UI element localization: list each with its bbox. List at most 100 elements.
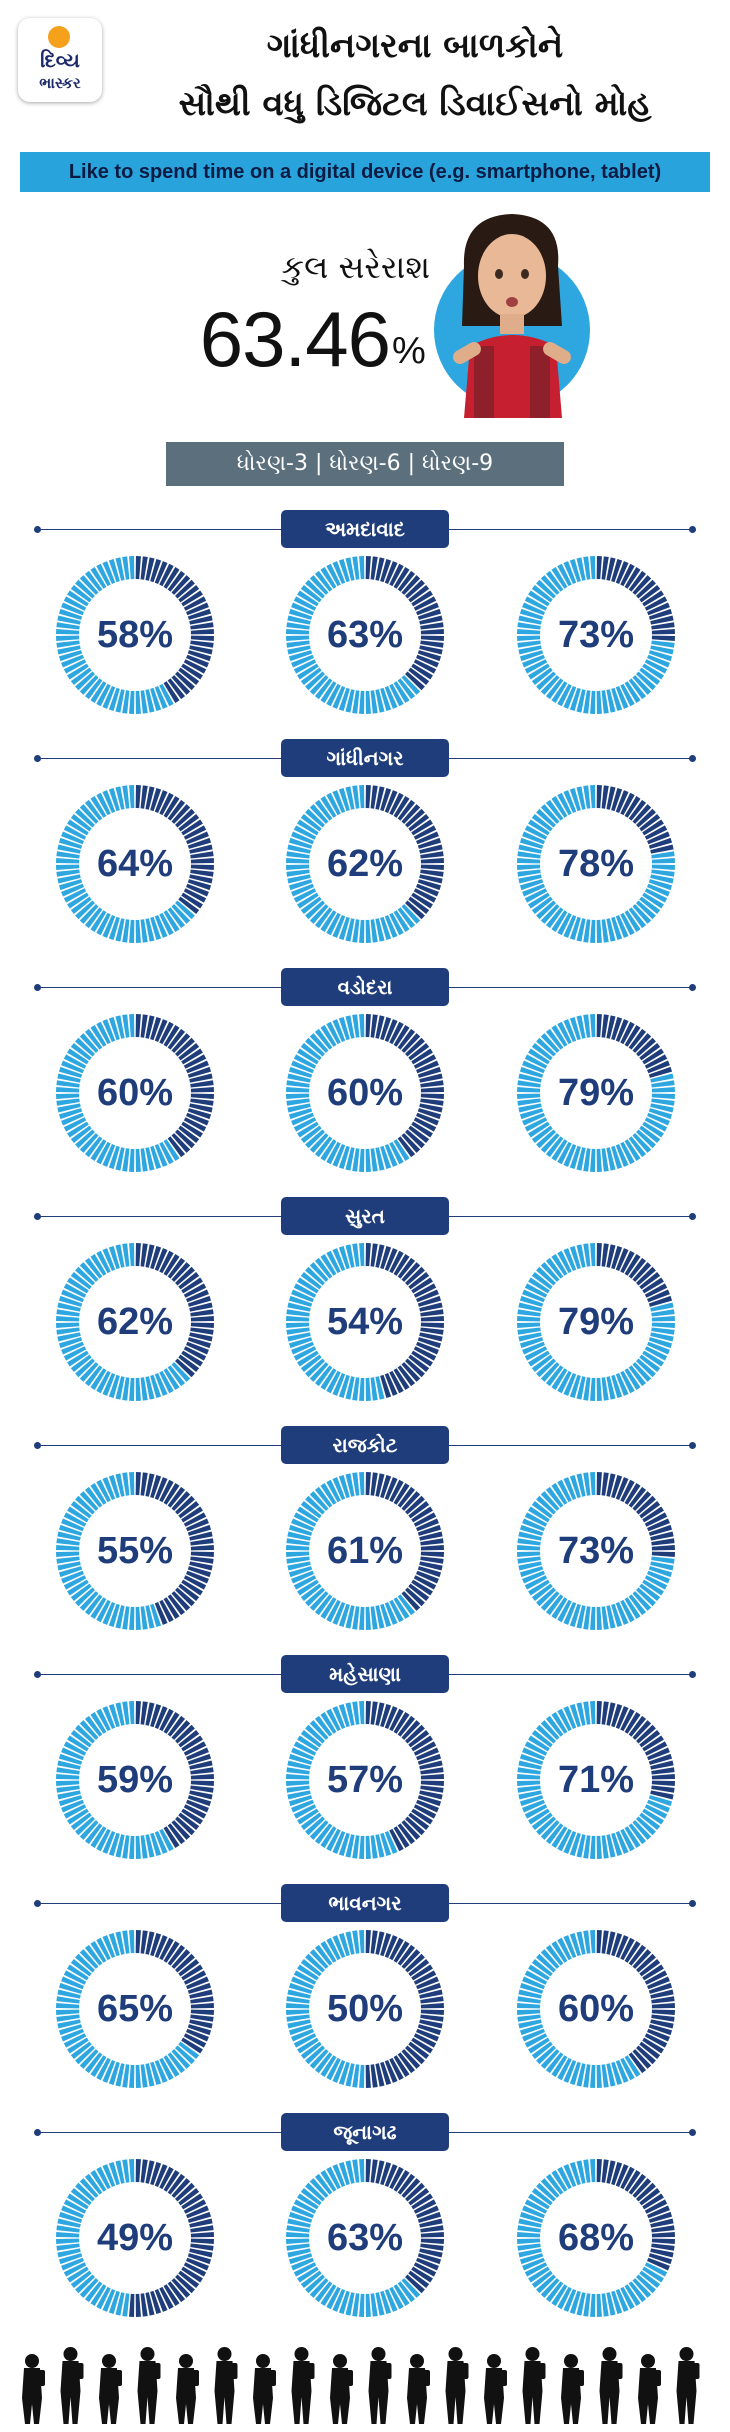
- donut-segment-value: [522, 883, 545, 897]
- donut-segment-remainder: [628, 1944, 647, 1966]
- donut-segment-remainder: [642, 819, 664, 836]
- donut-segment-value: [291, 1518, 314, 1532]
- donut-segment-value: [305, 671, 325, 691]
- donut-segment-remainder: [405, 1358, 425, 1378]
- donut-segment-remainder: [419, 1989, 443, 1999]
- donut-segment-value: [129, 690, 135, 714]
- donut-segment-value: [345, 557, 355, 581]
- donut-segment-remainder: [647, 602, 670, 616]
- donut-segment-value: [167, 2052, 186, 2074]
- donut-segment-value: [115, 786, 125, 810]
- donut-chart: 54%: [284, 1241, 446, 1403]
- donut-segment-value: [380, 1832, 392, 1857]
- donut-segment-value: [517, 1556, 541, 1564]
- divya-bhaskar-logo: દિવ્ય ભાસ્કર: [18, 18, 102, 102]
- donut-segment-value: [159, 1828, 174, 1852]
- donut-segment-value: [536, 1587, 556, 1607]
- donut-segment-value: [326, 1370, 341, 1394]
- donut-segment-remainder: [167, 2281, 186, 2303]
- donut-segment-value: [332, 790, 346, 813]
- donut-segment-value: [338, 787, 350, 812]
- donut-value-label: 62%: [326, 843, 404, 885]
- donut-segment-value: [84, 2281, 103, 2303]
- donut-segment-remainder: [647, 1747, 670, 1761]
- donut-segment-value: [102, 1248, 116, 1271]
- donut-segment-value: [115, 557, 125, 581]
- donut-segment-value: [61, 831, 84, 845]
- donut-segment-remainder: [651, 1767, 675, 1775]
- donut-segment-remainder: [175, 1816, 195, 1836]
- donut-segment-remainder: [611, 787, 623, 812]
- donut-segment-value: [583, 1243, 591, 1267]
- donut-segment-value: [397, 2281, 416, 2303]
- donut-segment-value: [63, 596, 87, 611]
- donut-segment-value: [56, 869, 80, 877]
- donut-segment-value: [569, 916, 581, 941]
- donut-segment-value: [314, 1486, 333, 1508]
- donut-segment-value: [135, 1148, 141, 1172]
- donut-segment-remainder: [135, 1472, 141, 1496]
- donut-segment-value: [650, 1073, 674, 1083]
- donut-segment-value: [517, 629, 541, 635]
- donut-segment-remainder: [611, 1932, 623, 1957]
- donut-segment-remainder: [419, 874, 443, 884]
- donut-chart: 57%: [284, 1699, 446, 1861]
- donut-segment-value: [108, 1603, 120, 1628]
- donut-segment-remainder: [190, 2014, 214, 2022]
- donut-segment-value: [300, 584, 322, 603]
- donut-segment-value: [150, 1145, 162, 1170]
- donut-segment-remainder: [413, 1741, 437, 1756]
- donut-segment-remainder: [615, 1706, 629, 1729]
- donut-segment-remainder: [632, 804, 652, 824]
- donut-segment-value: [359, 2159, 365, 2183]
- donut-segment-remainder: [647, 2028, 670, 2042]
- donut-ring: [56, 785, 214, 943]
- donut-segment-value: [140, 1835, 148, 1859]
- donut-segment-remainder: [175, 579, 195, 599]
- donut-segment-value: [563, 561, 577, 584]
- donut-segment-value: [159, 2057, 174, 2081]
- donut-segment-value: [517, 851, 541, 859]
- donut-segment-value: [122, 1472, 130, 1496]
- donut-segment-remainder: [420, 1322, 444, 1328]
- donut-segment-value: [67, 2266, 89, 2283]
- donut-segment-remainder: [420, 858, 444, 864]
- donut-segment-value: [615, 1373, 629, 1396]
- donut-segment-value: [320, 1712, 337, 1734]
- donut-segment-remainder: [190, 1545, 214, 1551]
- donut-segment-remainder: [620, 1250, 635, 1274]
- donut-segment-remainder: [150, 2161, 162, 2186]
- donut-segment-remainder: [384, 2060, 398, 2083]
- donut-segment-value: [393, 681, 410, 703]
- donut-segment-value: [178, 2041, 200, 2060]
- donut-segment-remainder: [178, 1042, 200, 1061]
- donut-segment-value: [305, 1953, 325, 1973]
- donut-segment-value: [352, 1930, 360, 1954]
- donut-segment-value: [518, 874, 542, 884]
- donut-segment-remainder: [187, 837, 212, 849]
- donut-segment-value: [606, 1147, 616, 1171]
- donut-segment-value: [517, 622, 541, 630]
- donut-segment-remainder: [145, 1015, 155, 1039]
- donut-segment-value: [345, 1702, 355, 1726]
- donut-segment-remainder: [639, 2041, 661, 2060]
- donut-segment-value: [297, 1735, 319, 1752]
- donut-segment-remainder: [181, 1048, 203, 1065]
- donut-segment-value: [287, 1103, 311, 1113]
- donut-segment-remainder: [642, 1048, 664, 1065]
- donut-segment-remainder: [190, 1080, 214, 1088]
- donut-segment-remainder: [405, 808, 425, 828]
- donut-segment-value: [56, 1098, 80, 1106]
- donut-segment-value: [632, 904, 652, 924]
- donut-segment-value: [56, 2014, 80, 2022]
- donut-segment-value: [122, 1930, 130, 1954]
- donut-segment-value: [286, 1316, 310, 1322]
- donut-segment-value: [56, 2243, 80, 2251]
- donut-segment-value: [536, 2045, 556, 2065]
- donut-segment-value: [102, 1477, 116, 1500]
- donut-segment-value: [286, 1098, 310, 1106]
- donut-segment-value: [90, 910, 107, 932]
- donut-segment-value: [314, 1823, 333, 1845]
- donut-segment-value: [563, 2164, 577, 2187]
- donut-segment-remainder: [408, 813, 430, 832]
